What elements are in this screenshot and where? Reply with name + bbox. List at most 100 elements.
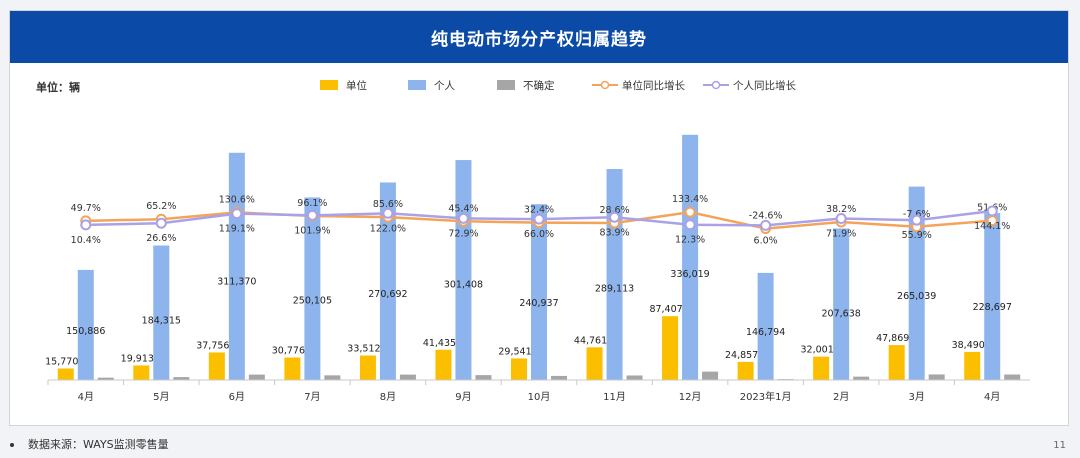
bar-不确定 (475, 375, 492, 380)
x-tick-label: 5月 (153, 391, 169, 403)
bar-data-label: 19,913 (121, 353, 154, 364)
line-data-label: 133.4% (672, 194, 708, 205)
bar-data-label: 24,857 (725, 350, 758, 361)
bar-data-label: 336,019 (670, 269, 709, 280)
line-data-label: 32.4% (524, 205, 554, 216)
bar-不确定 (702, 371, 719, 380)
bar-单位 (57, 368, 74, 380)
bar-个人 (304, 197, 321, 380)
x-tick-label: 2023年1月 (740, 390, 792, 403)
line-data-label: -24.6% (749, 211, 783, 222)
line-point (835, 213, 847, 225)
bar-单位 (888, 345, 905, 380)
bar-单位 (813, 356, 830, 380)
bar-单位 (964, 351, 981, 380)
x-tick-label: 2月 (833, 391, 849, 403)
x-tick-label: 6月 (229, 391, 245, 403)
bar-单位 (586, 347, 603, 380)
chart-svg: 单位：辆 单位 个人 不确定 单位同比增长 个人同比增长 15,770 150,886 19… (36, 79, 1030, 403)
legend-swatch (408, 80, 426, 90)
legend-marker (600, 80, 610, 90)
bar-不确定 (248, 374, 265, 380)
bar-个人 (77, 269, 94, 380)
x-axis: 4月 5月 6月 7月 8月 9月 10月 11月 12月 2023年1月 2月 3月 4月 (47, 379, 1030, 403)
bar-不确定 (551, 375, 567, 380)
bar-data-label: 41,435 (423, 338, 456, 349)
bar-个人 (606, 169, 623, 380)
line-point (911, 214, 923, 226)
line-data-label: 45.4% (448, 203, 478, 214)
bar-data-label: 240,937 (519, 298, 558, 309)
chart-title: 纯电动市场分产权归属趋势 (10, 11, 1068, 63)
bar-单位 (737, 361, 754, 380)
bar-单位 (284, 357, 301, 380)
line-data-label: 85.6% (373, 199, 403, 210)
line-data-label: 49.7% (71, 203, 101, 214)
line-point (533, 213, 545, 225)
bar-个人 (682, 134, 699, 380)
line-point (609, 211, 621, 223)
bar-data-label: 87,407 (649, 304, 682, 315)
bar-单位 (208, 352, 225, 380)
line-data-label: 101.9% (294, 225, 330, 236)
line-data-label: 65.2% (146, 201, 176, 212)
bar-data-label: 311,370 (217, 277, 256, 288)
bar-不确定 (928, 374, 945, 380)
bar-个人 (455, 160, 472, 380)
lines-layer: 49.7% 65.2% 130.6% 96.1% 85.6% 45.4% 32.4% 28.6… (71, 194, 1011, 246)
bar-data-label: 228,697 (973, 302, 1012, 313)
line-point (80, 219, 92, 231)
legend-label: 单位 (346, 79, 367, 92)
bar-data-label: 15,770 (45, 356, 78, 367)
unit-label: 单位：辆 (36, 80, 80, 94)
bar-个人 (531, 204, 547, 380)
bar-不确定 (399, 374, 416, 380)
bar-个人 (908, 186, 925, 380)
line-point (684, 206, 696, 218)
line-point (457, 212, 469, 224)
bar-单位 (133, 365, 150, 380)
bar-不确定 (626, 375, 643, 380)
bar-data-label: 29,541 (498, 346, 531, 357)
legend-label: 不确定 (523, 79, 555, 92)
bar-个人 (984, 213, 1001, 380)
bars-layer: 15,770 150,886 19,913 184,315 37,756 311,370 3… (45, 134, 1021, 380)
bar-个人 (757, 272, 774, 380)
bar-单位 (662, 316, 679, 380)
bar-data-label: 265,039 (897, 291, 936, 302)
line-data-label: 38.2% (826, 204, 856, 215)
line-point (382, 207, 394, 219)
bar-data-label: 207,638 (822, 308, 861, 319)
source-label: 数据来源：WAYS监测零售量 (28, 438, 169, 451)
bar-data-label: 32,001 (801, 345, 834, 356)
bar-不确定 (1004, 374, 1021, 380)
legend-label: 单位同比增长 (622, 79, 685, 92)
bar-data-label: 184,315 (142, 316, 181, 327)
line-data-label: 96.1% (297, 198, 327, 209)
x-tick-label: 4月 (984, 391, 1000, 403)
line-point (155, 217, 167, 229)
x-tick-label: 7月 (304, 391, 320, 403)
line-data-label: 66.0% (524, 229, 554, 240)
line-data-label: 83.9% (599, 227, 629, 238)
line-point (306, 209, 318, 221)
x-tick-label: 11月 (603, 391, 626, 403)
line-data-label: 130.6% (219, 194, 255, 205)
bar-data-label: 38,490 (952, 340, 985, 351)
bar-单位 (511, 358, 527, 380)
legend-marker (711, 80, 721, 90)
bar-data-label: 44,761 (574, 335, 607, 346)
bar-个人 (228, 152, 245, 380)
bar-data-label: 37,756 (196, 340, 229, 351)
legend: 单位 个人 不确定 单位同比增长 个人同比增长 (320, 79, 796, 92)
bullet-icon (10, 443, 14, 447)
line-point (684, 219, 696, 231)
x-tick-label: 8月 (380, 391, 396, 403)
line-point (231, 208, 243, 220)
x-tick-label: 9月 (455, 391, 471, 403)
x-tick-label: 12月 (679, 391, 702, 403)
bar-单位 (359, 355, 376, 380)
line-data-label: 72.9% (448, 228, 478, 239)
legend-swatch (497, 80, 515, 90)
bar-data-label: 47,869 (876, 333, 909, 344)
